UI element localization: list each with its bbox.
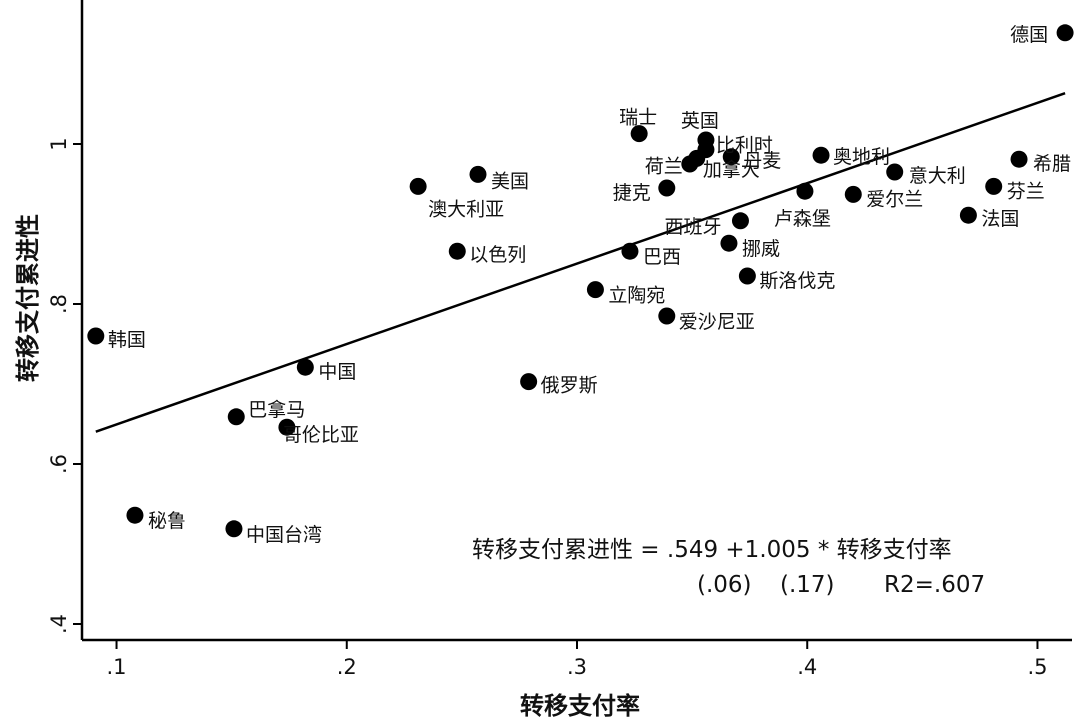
data-point (738, 267, 756, 285)
data-point (1010, 150, 1028, 168)
point-label: 卢森堡 (774, 208, 831, 230)
point-label: 哥伦比亚 (283, 424, 359, 446)
se-intercept: (.06) (697, 572, 752, 598)
point-label: 巴西 (643, 246, 681, 268)
data-point (621, 242, 639, 260)
data-point (126, 506, 144, 524)
point-label: 希腊 (1033, 153, 1071, 175)
data-point (630, 125, 648, 143)
point-label: 加拿大 (703, 158, 760, 181)
data-point (681, 155, 699, 173)
point-label: 意大利 (909, 165, 966, 187)
point-label: 俄罗斯 (541, 375, 598, 397)
data-point (278, 418, 296, 436)
point-label: 瑞士 (619, 107, 657, 129)
point-label: 澳大利亚 (428, 198, 504, 220)
data-point (448, 242, 466, 260)
x-tick-label: .2 (337, 655, 357, 679)
y-tick-label: .6 (47, 454, 71, 474)
data-point (720, 234, 738, 252)
point-label: 爱沙尼亚 (679, 311, 755, 333)
point-label: 英国 (681, 110, 719, 132)
point-label: 以色列 (469, 244, 526, 266)
data-point (227, 408, 245, 426)
point-label: 荷兰 (645, 155, 683, 177)
x-tick-label: .3 (567, 655, 587, 679)
point-label: 中国 (318, 361, 356, 383)
point-label: 捷克 (613, 182, 651, 204)
point-label: 比利时 (716, 135, 773, 157)
regression-equation: 转移支付累进性 = .549 +1.005 * 转移支付率 (472, 537, 952, 563)
fit-line (95, 91, 1066, 433)
data-point (658, 307, 676, 325)
points-layer (87, 24, 1074, 538)
r-squared: R2=.607 (884, 572, 985, 598)
data-point (87, 327, 105, 345)
data-point (296, 358, 314, 376)
point-label: 芬兰 (1007, 180, 1045, 202)
point-label: 丹麦 (743, 150, 781, 172)
point-label: 美国 (491, 170, 529, 192)
x-tick-label: .5 (1027, 655, 1047, 679)
data-point (658, 179, 676, 197)
data-point (731, 212, 749, 230)
data-point (959, 206, 977, 224)
data-point (520, 373, 538, 391)
data-point (886, 163, 904, 181)
point-label: 中国台湾 (246, 524, 322, 546)
y-tick-label: 1 (47, 137, 71, 150)
point-label: 立陶宛 (608, 285, 665, 307)
data-point (469, 165, 487, 183)
ticks-layer: .1 .2 .3 .4 .5 .4 .6 .8 1 (47, 137, 1047, 679)
point-label: 奥地利 (833, 146, 890, 168)
x-axis-title: 转移支付率 (520, 692, 640, 720)
data-point (812, 146, 830, 164)
data-point (1056, 24, 1074, 42)
x-tick-label: .4 (797, 655, 817, 679)
data-point (722, 148, 740, 166)
point-label: 斯洛伐克 (759, 270, 835, 292)
data-point (796, 182, 814, 200)
point-label: 爱尔兰 (866, 188, 923, 210)
data-point (225, 520, 243, 538)
data-point (586, 281, 604, 299)
data-point (409, 177, 427, 195)
point-label: 西班牙 (664, 216, 721, 238)
point-label: 巴拿马 (248, 398, 305, 421)
x-tick-label: .1 (107, 655, 127, 679)
y-tick-label: .4 (47, 614, 71, 634)
point-label: 德国 (1010, 24, 1048, 46)
point-label: 法国 (981, 208, 1019, 230)
data-point (844, 185, 862, 203)
se-slope: (.17) (780, 572, 835, 598)
y-tick-label: .8 (47, 294, 71, 314)
point-label: 韩国 (108, 329, 146, 351)
data-point (985, 177, 1003, 195)
point-label: 秘鲁 (148, 510, 186, 532)
y-axis-title: 转移支付累进性 (14, 214, 42, 382)
point-label: 挪威 (742, 238, 780, 260)
